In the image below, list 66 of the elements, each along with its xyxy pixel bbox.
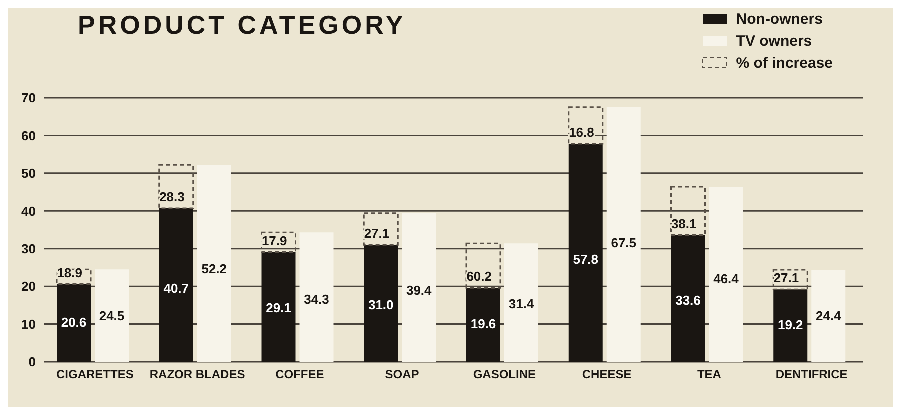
bar (197, 165, 232, 362)
data-label: 19.6 (470, 316, 496, 332)
y-tick-label: 50 (22, 166, 36, 182)
data-label: 57.8 (573, 252, 599, 267)
bar (300, 232, 334, 362)
x-tick-label: CIGARETTES (56, 368, 134, 382)
annotation: 60.2 (466, 269, 492, 284)
y-tick-label: 0 (28, 354, 36, 370)
x-tick-label: GASOLINE (473, 368, 536, 382)
bar (159, 208, 194, 362)
annotation: 28.3 (160, 190, 185, 205)
y-tick-label: 40 (22, 204, 36, 219)
y-tick-label: 60 (22, 128, 36, 144)
x-tick-label: TEA (697, 368, 722, 382)
y-tick-label: 70 (22, 90, 36, 106)
legend-label: Non-owners (735, 10, 824, 30)
bar (466, 242, 502, 289)
data-label: 67.5 (611, 235, 637, 250)
annotation: 17.9 (262, 233, 288, 248)
bar (812, 270, 846, 362)
bar (158, 164, 194, 210)
bar (402, 213, 436, 362)
bar (363, 212, 399, 246)
bar (774, 290, 808, 362)
data-label: 24.4 (816, 308, 842, 324)
data-label: 39.4 (406, 283, 433, 298)
x-tick-label: SOAP (385, 368, 420, 382)
data-label: 40.7 (164, 280, 190, 296)
annotation: 18.9 (57, 265, 82, 280)
bar (772, 269, 808, 290)
bar (504, 244, 538, 362)
x-tick-label: CHEESE (582, 368, 632, 382)
data-label: 20.6 (61, 315, 87, 330)
x-tick-label: COFFEE (276, 368, 324, 382)
data-label: 31.0 (368, 297, 394, 312)
bar (670, 186, 706, 236)
bar (709, 187, 744, 362)
data-label: 29.1 (266, 300, 292, 316)
y-tick-label: 20 (22, 279, 36, 294)
data-label: 34.3 (304, 292, 330, 307)
data-label: 31.4 (508, 296, 535, 312)
y-tick-label: 30 (22, 241, 36, 256)
bar (57, 284, 91, 362)
legend-label: % of increase (735, 54, 833, 74)
bar (364, 245, 398, 362)
data-label: 33.6 (676, 292, 701, 308)
bar (568, 144, 603, 362)
x-tick-label: DENTIFRICE (776, 368, 848, 382)
bar (261, 232, 296, 253)
bar (606, 107, 641, 362)
data-label: 52.2 (202, 261, 228, 276)
data-label: 19.2 (778, 317, 804, 332)
bar (262, 252, 296, 362)
y-tick-label: 10 (22, 316, 36, 332)
bar (56, 268, 92, 286)
x-tick-label: RAZOR BLADES (150, 368, 246, 382)
annotation: 38.1 (671, 216, 697, 232)
bar (466, 288, 500, 362)
annotation: 27.1 (774, 270, 800, 286)
annotation: 27.1 (364, 226, 390, 242)
data-label: 46.4 (714, 271, 740, 286)
bar (95, 270, 129, 362)
data-label: 24.5 (99, 308, 125, 324)
legend-label: TV owners (735, 32, 814, 52)
bar (671, 235, 706, 362)
chart-title: PRODUCT CATEGORY (78, 10, 406, 41)
